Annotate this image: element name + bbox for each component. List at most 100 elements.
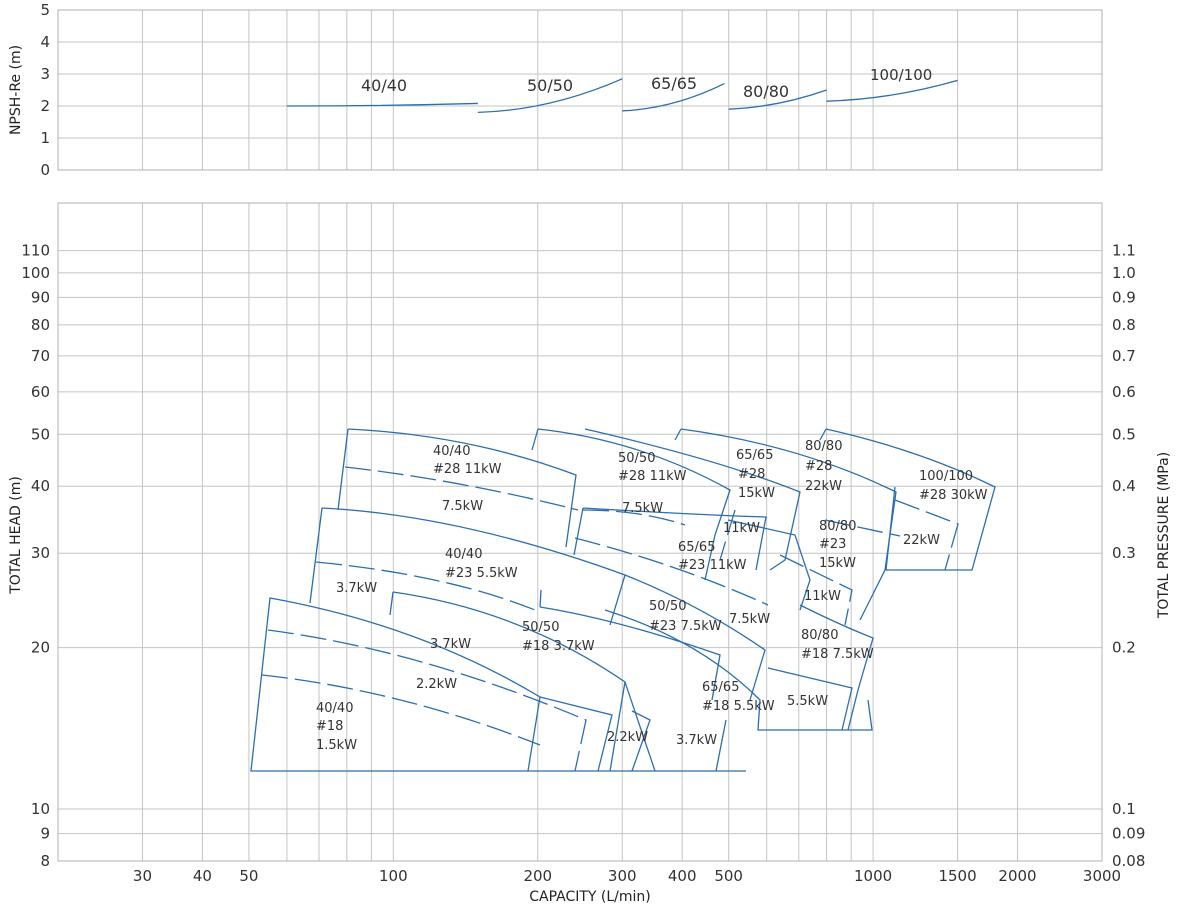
label-50-23-size: 50/50 <box>649 599 686 614</box>
npsh-frame <box>57 9 1103 171</box>
label-100-28-power: #28 30kW <box>919 488 988 503</box>
capacity-x-tick: 1000 <box>854 867 892 885</box>
label-80-23-size: 80/80 <box>819 519 856 534</box>
label-65-28-num: #28 <box>738 467 765 482</box>
pressure-y-tick: 0.09 <box>1112 825 1145 843</box>
npsh-label-100: 100/100 <box>870 66 932 84</box>
envelope-40-23-left <box>309 507 323 604</box>
pressure-y-tick-labels: 0.08 0.09 0.1 0.2 0.3 0.4 0.5 0.6 0.7 0.8 0.9 1.0 1.… <box>1112 242 1145 870</box>
envelope-65-28 <box>584 428 801 571</box>
label-80-28-num: #28 <box>805 459 832 474</box>
pressure-y-tick: 0.9 <box>1112 288 1136 306</box>
head-y-tick: 8 <box>40 852 50 870</box>
capacity-x-tick: 400 <box>668 867 697 885</box>
envelope-50-28 <box>537 428 731 581</box>
capacity-x-tick: 30 <box>133 867 152 885</box>
curve-65-23-7.5kw <box>574 537 769 606</box>
label-50-28-power: #28 11kW <box>618 469 687 484</box>
head-y-tick-labels: 8 9 10 20 30 40 50 60 70 80 90 100 110 <box>21 242 50 870</box>
pressure-y-tick: 1.0 <box>1112 264 1136 282</box>
head-y-tick: 30 <box>31 544 50 562</box>
head-y-tick: 90 <box>31 288 50 306</box>
label-80-11kw: 11kW <box>804 589 841 604</box>
npsh-y-axis-title: NPSH-Re (m) <box>8 45 24 135</box>
capacity-x-tick: 40 <box>193 867 212 885</box>
label-40-23-size: 40/40 <box>445 547 482 562</box>
envelope-40-18 <box>250 597 746 772</box>
curve-80-28-22kw <box>824 519 901 537</box>
npsh-curve <box>286 102 478 107</box>
npsh-y-tick: 5 <box>40 1 50 19</box>
label-40-28-size: 40/40 <box>433 444 470 459</box>
envelope-80-28 <box>680 428 897 621</box>
head-y-tick: 50 <box>31 425 50 443</box>
npsh-y-tick: 2 <box>40 97 50 115</box>
label-65-28-size: 65/65 <box>736 448 773 463</box>
npsh-y-tick: 4 <box>40 33 50 51</box>
label-50-28-size: 50/50 <box>618 451 655 466</box>
label-65-18-size: 65/65 <box>702 680 739 695</box>
head-y-tick: 80 <box>31 316 50 334</box>
envelope-65-23 <box>573 507 767 571</box>
label-80-18-size: 80/80 <box>801 628 838 643</box>
head-y-tick: 70 <box>31 347 50 365</box>
curve-80-18-5.5kw <box>767 667 853 731</box>
npsh-label-40: 40/40 <box>361 76 407 95</box>
curve-80-23-11kw <box>779 554 853 626</box>
head-y-tick: 10 <box>31 800 50 818</box>
npsh-curve <box>826 79 958 102</box>
npsh-label-50: 50/50 <box>527 76 573 95</box>
label-40-18-power: 1.5kW <box>316 738 357 753</box>
envelope-40-23 <box>321 507 626 626</box>
head-gridlines <box>58 203 1102 862</box>
label-80-5.5kw: 5.5kW <box>787 694 828 709</box>
envelope-50-28-left <box>531 428 539 451</box>
label-50-7.5kw: 7.5kW <box>622 501 663 516</box>
head-y-tick: 110 <box>21 242 50 260</box>
label-50-18-size: 50/50 <box>522 620 559 635</box>
curve-50-18-3.7kw <box>609 681 626 772</box>
pressure-y-tick: 0.1 <box>1112 800 1136 818</box>
curve-40-18-3.7kw-end <box>539 696 613 772</box>
label-80-23-num: #23 <box>819 537 846 552</box>
head-y-tick: 60 <box>31 383 50 401</box>
pump-envelopes <box>250 428 996 772</box>
npsh-y-tick-labels: 0 1 2 3 4 5 <box>40 1 50 179</box>
pressure-y-tick: 0.6 <box>1112 383 1136 401</box>
label-50-23-power: #23 7.5kW <box>649 619 722 634</box>
npsh-curves <box>286 78 958 114</box>
envelope-50-18 <box>389 591 656 772</box>
npsh-y-tick: 3 <box>40 65 50 83</box>
curve-100-28-22kw <box>894 499 959 571</box>
curve-50-28-7.5kw <box>582 509 686 526</box>
curve-40-23-3.7kw <box>315 561 541 613</box>
pressure-y-tick: 1.1 <box>1112 242 1136 260</box>
label-40-18-3.7kw: 3.7kW <box>430 637 471 652</box>
curve-50-23-end <box>624 574 766 701</box>
capacity-x-tick: 200 <box>523 867 552 885</box>
label-40-7.5kw: 7.5kW <box>442 499 483 514</box>
envelope-80-23 <box>727 519 811 611</box>
label-65-11kw: 11kW <box>723 521 760 536</box>
npsh-label-65: 65/65 <box>651 74 697 93</box>
head-y-tick: 100 <box>21 264 50 282</box>
pressure-y-tick: 0.3 <box>1112 544 1136 562</box>
npsh-label-80: 80/80 <box>743 82 789 101</box>
capacity-x-tick: 50 <box>239 867 258 885</box>
envelope-100-28 <box>819 428 996 571</box>
curve-40-28-7.5kw <box>344 466 579 511</box>
label-50-3.7kw: 3.7kW <box>676 733 717 748</box>
label-65-7.5kw: 7.5kW <box>729 612 770 627</box>
npsh-curve <box>728 89 827 110</box>
pressure-y-tick: 0.8 <box>1112 316 1136 334</box>
curve-65-28-11kw <box>719 509 736 561</box>
pressure-y-tick: 0.5 <box>1112 425 1136 443</box>
pressure-y-tick: 0.7 <box>1112 347 1136 365</box>
envelope-labels: 40/40 #28 11kW 7.5kW 40/40 #23 5.5kW 3.7… <box>316 439 988 753</box>
pressure-y-tick: 0.08 <box>1112 852 1145 870</box>
pressure-y-tick: 0.4 <box>1112 477 1136 495</box>
curve-50-18-2.2kw <box>631 710 651 772</box>
label-50-18-power: #18 3.7kW <box>522 639 595 654</box>
envelope-65-18 <box>604 609 873 731</box>
